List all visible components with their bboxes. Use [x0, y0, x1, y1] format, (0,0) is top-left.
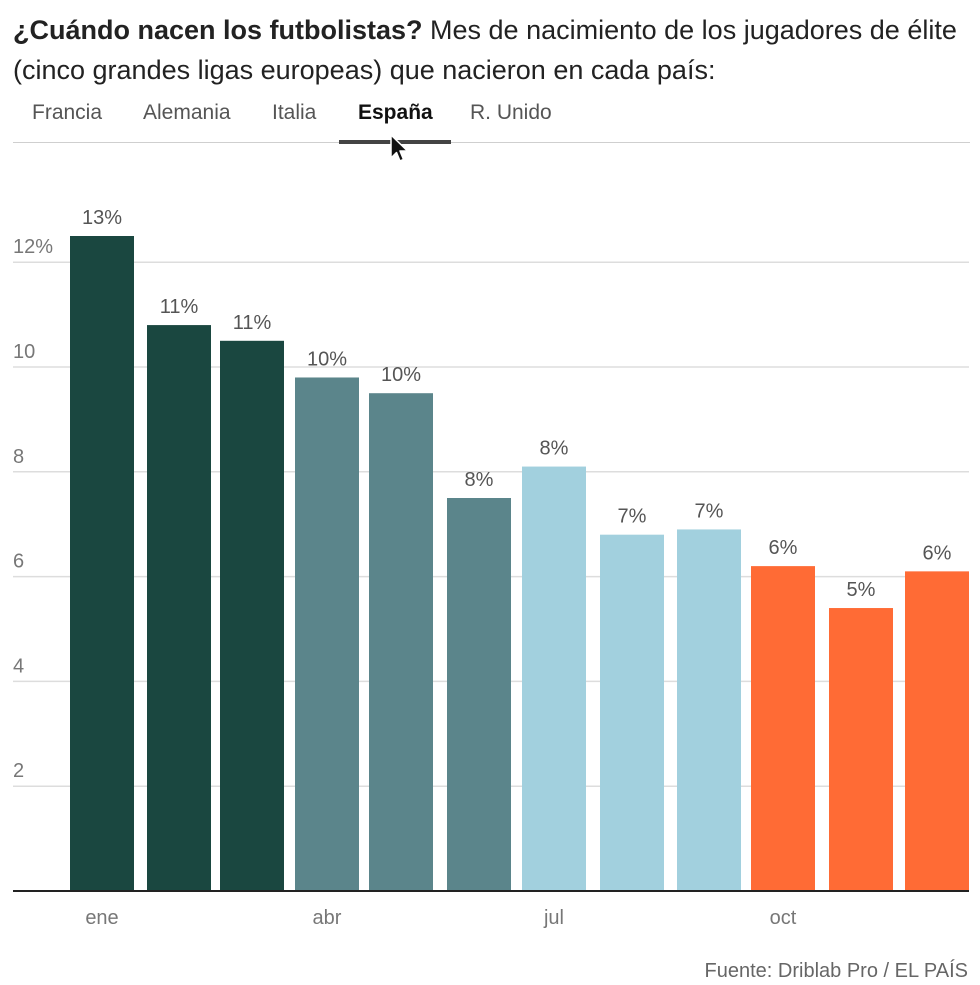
data-label: 11% [160, 296, 199, 318]
y-tick-label: 4 [13, 655, 24, 677]
source-note: Fuente: Driblab Pro / EL PAÍS [704, 960, 968, 982]
headline-rest: Mes de nacimiento de los jugadores de él… [13, 15, 957, 85]
x-tick-label: abr [313, 907, 342, 929]
bar [677, 529, 741, 891]
data-label: 7% [618, 506, 647, 528]
data-label: 8% [540, 438, 569, 460]
data-label: 10% [307, 348, 347, 370]
bar [600, 534, 664, 891]
bar-chart: 2 4 6 8 10 12% 13% ene 11% 11% 10% abr 10% 8% 8% jul 7% 7… [13, 207, 969, 929]
headline-bold: ¿Cuándo nacen los futbolistas? [13, 15, 423, 45]
y-tick-label: 12% [13, 236, 53, 258]
tab-alemania[interactable]: Alemania [143, 101, 231, 124]
x-tick-label: oct [770, 907, 797, 929]
country-tabs: Francia Alemania Italia España R. Unido [13, 96, 970, 144]
data-label: 6% [769, 537, 798, 559]
y-tick-label: 8 [13, 446, 24, 468]
bar [70, 236, 134, 891]
bar [147, 325, 211, 892]
data-label: 11% [233, 312, 272, 334]
mouse-pointer-icon [390, 134, 409, 162]
tab-reino-unido[interactable]: R. Unido [470, 101, 552, 124]
bar [905, 571, 969, 891]
data-label: 8% [465, 469, 494, 491]
data-label: 7% [695, 500, 724, 522]
x-tick-label: ene [85, 907, 118, 929]
bar [829, 608, 893, 891]
data-label: 5% [847, 579, 876, 601]
data-label: 13% [82, 207, 122, 229]
y-tick-label: 6 [13, 551, 24, 573]
data-label: 6% [923, 542, 952, 564]
bar [369, 393, 433, 891]
y-tick-label: 10 [13, 341, 35, 363]
tab-italia[interactable]: Italia [272, 101, 317, 124]
bar [295, 377, 359, 892]
bar [220, 340, 284, 891]
tab-espana[interactable]: España [358, 101, 433, 124]
bar [447, 498, 511, 891]
data-label: 10% [381, 364, 421, 386]
chart-headline: ¿Cuándo nacen los futbolistas? Mes de na… [13, 10, 968, 90]
y-tick-label: 2 [13, 760, 24, 782]
bar [751, 566, 815, 891]
tab-francia[interactable]: Francia [32, 101, 103, 124]
bar [522, 466, 586, 891]
x-tick-label: jul [543, 907, 564, 929]
